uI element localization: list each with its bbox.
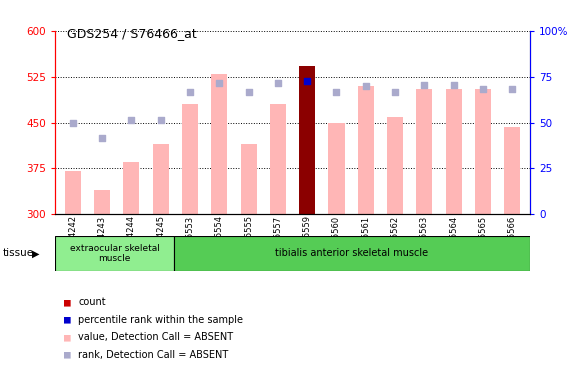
Point: [303, 78, 312, 84]
Point: [244, 89, 253, 95]
Point: [214, 80, 224, 86]
Bar: [299, 67, 315, 214]
Text: value, Detection Call = ABSENT: value, Detection Call = ABSENT: [78, 332, 234, 342]
Point: [273, 80, 282, 86]
Bar: [328, 123, 345, 214]
Text: extraocular skeletal
muscle: extraocular skeletal muscle: [70, 244, 159, 263]
Point: [98, 135, 107, 141]
Text: ▶: ▶: [32, 249, 40, 258]
Bar: [446, 89, 462, 214]
Point: [185, 89, 195, 95]
Point: [361, 83, 371, 89]
Point: [449, 82, 458, 88]
Bar: [241, 144, 257, 214]
Text: tibialis anterior skeletal muscle: tibialis anterior skeletal muscle: [275, 249, 428, 258]
Text: ■: ■: [64, 332, 71, 342]
Point: [508, 86, 517, 92]
Bar: [55, 236, 174, 271]
Text: rank, Detection Call = ABSENT: rank, Detection Call = ABSENT: [78, 350, 229, 360]
Text: GDS254 / S76466_at: GDS254 / S76466_at: [67, 27, 196, 41]
Bar: [123, 162, 139, 214]
Bar: [94, 190, 110, 214]
Bar: [270, 104, 286, 214]
Point: [332, 89, 341, 95]
Point: [127, 117, 136, 123]
Bar: [475, 89, 491, 214]
Text: tissue: tissue: [3, 249, 34, 258]
Text: ■: ■: [64, 350, 71, 360]
Bar: [211, 74, 227, 214]
Bar: [358, 86, 374, 214]
Text: ■: ■: [64, 297, 71, 307]
Point: [68, 120, 77, 126]
Bar: [182, 104, 198, 214]
Bar: [417, 89, 432, 214]
Point: [156, 117, 166, 123]
Bar: [504, 127, 521, 214]
Point: [478, 86, 487, 92]
Bar: [387, 116, 403, 214]
Bar: [64, 171, 81, 214]
Point: [419, 82, 429, 88]
Text: percentile rank within the sample: percentile rank within the sample: [78, 314, 243, 325]
Text: ■: ■: [64, 314, 71, 325]
Point: [390, 89, 400, 95]
Bar: [174, 236, 530, 271]
Text: count: count: [78, 297, 106, 307]
Bar: [153, 144, 168, 214]
